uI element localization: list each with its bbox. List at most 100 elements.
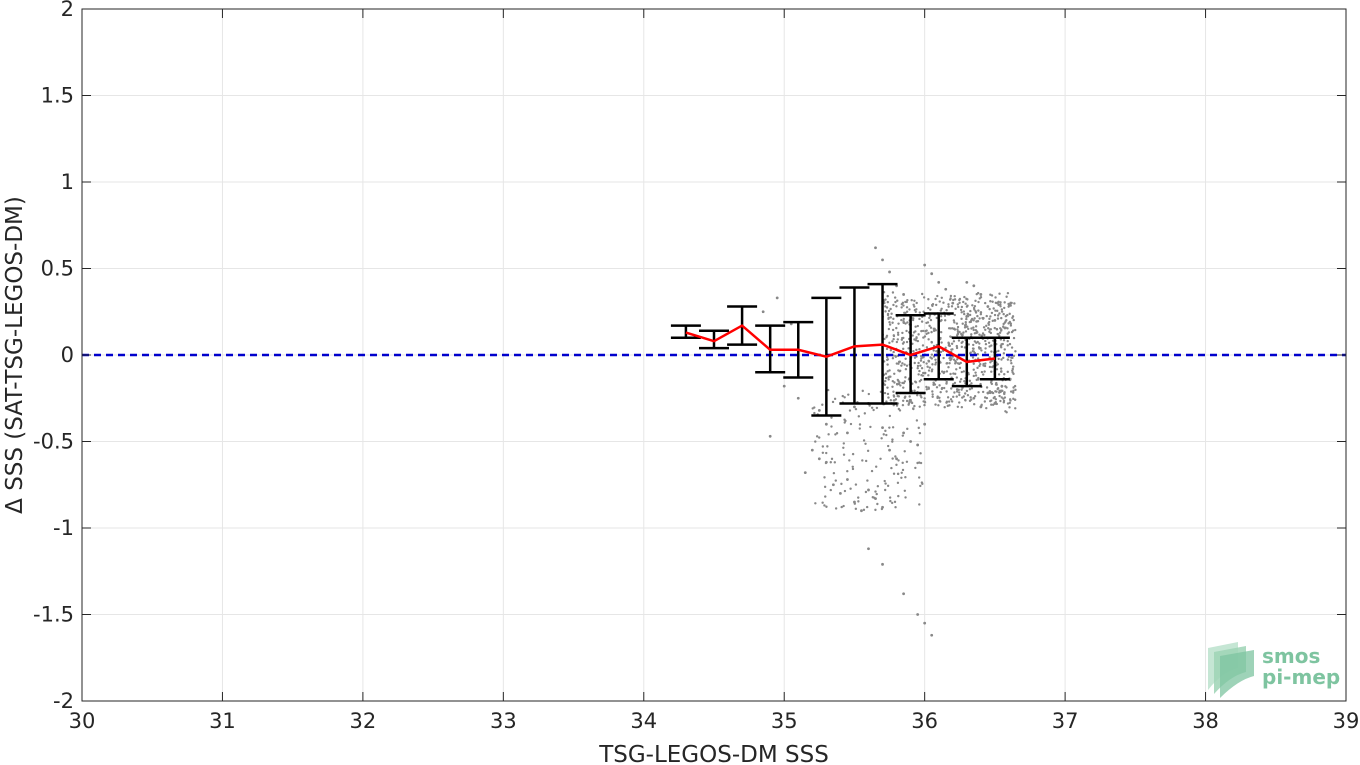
- scatter-point: [942, 356, 945, 360]
- scatter-point: [867, 488, 870, 492]
- scatter-point: [960, 317, 963, 321]
- scatter-point: [904, 496, 907, 499]
- scatter-point: [901, 434, 905, 437]
- scatter-point: [863, 412, 867, 415]
- scatter-point: [960, 406, 964, 409]
- scatter-point: [922, 400, 925, 403]
- scatter-point: [1003, 396, 1007, 399]
- scatter-point: [902, 336, 905, 340]
- scatter-point: [890, 312, 893, 315]
- scatter-point: [979, 363, 982, 366]
- scatter-point: [895, 305, 898, 308]
- scatter-point: [880, 507, 884, 511]
- scatter-point: [925, 346, 929, 349]
- scatter-point: [893, 381, 896, 384]
- scatter-point: [966, 394, 970, 397]
- scatter-point: [994, 309, 997, 312]
- scatter-point: [976, 353, 980, 356]
- scatter-point: [936, 396, 939, 400]
- scatter-point: [998, 312, 1001, 315]
- scatter-point: [983, 301, 987, 305]
- scatter-point: [955, 390, 959, 393]
- scatter-point: [977, 391, 980, 394]
- scatter-point: [906, 427, 909, 431]
- scatter-point: [937, 404, 940, 407]
- scatter-point: [857, 415, 861, 418]
- scatter-point: [896, 394, 899, 398]
- scatter-point: [953, 294, 956, 298]
- scatter-point: [918, 405, 921, 408]
- scatter-point: [972, 306, 976, 310]
- scatter-point: [1006, 370, 1009, 374]
- scatter-point: [960, 311, 963, 314]
- scatter-point: [956, 303, 960, 306]
- scatter-point: [861, 389, 864, 393]
- scatter-point: [1009, 390, 1013, 393]
- scatter-point: [1006, 358, 1010, 361]
- scatter-point: [997, 332, 1000, 336]
- scatter-point: [943, 370, 946, 374]
- scatter-point: [972, 403, 976, 406]
- scatter-point: [919, 364, 922, 367]
- scatter-point: [981, 390, 985, 394]
- scatter-point: [818, 436, 821, 439]
- scatter-point: [946, 396, 950, 399]
- scatter-point: [896, 331, 900, 335]
- scatter-point: [896, 299, 899, 302]
- scatter-point: [972, 326, 975, 329]
- scatter-point: [972, 284, 976, 288]
- scatter-point: [883, 383, 887, 386]
- scatter-point: [954, 372, 957, 376]
- scatter-point: [919, 461, 923, 465]
- scatter-point: [918, 348, 921, 351]
- scatter-point: [950, 387, 953, 390]
- scatter-point: [919, 484, 922, 488]
- scatter-point: [995, 402, 999, 406]
- scatter-point: [894, 505, 897, 509]
- scatter-point: [994, 398, 998, 401]
- scatter-point: [926, 321, 930, 324]
- scatter-point: [998, 292, 1001, 295]
- scatter-point: [867, 392, 871, 396]
- scatter-point: [916, 367, 919, 370]
- scatter-point: [1006, 344, 1009, 347]
- scatter-point: [840, 505, 843, 509]
- scatter-point: [911, 318, 915, 322]
- scatter-point: [854, 483, 858, 486]
- scatter-point: [941, 370, 944, 373]
- scatter-point: [823, 476, 826, 479]
- scatter-point: [887, 309, 891, 313]
- scatter-point: [994, 383, 998, 386]
- scatter-point: [922, 371, 925, 375]
- scatter-point: [1003, 301, 1006, 304]
- scatter-point: [892, 350, 895, 354]
- scatter-point: [991, 300, 994, 303]
- scatter-point: [990, 403, 993, 406]
- scatter-point: [885, 306, 889, 309]
- scatter-point: [912, 407, 915, 411]
- scatter-point: [916, 394, 919, 397]
- scatter-point: [842, 442, 846, 445]
- scatter-point: [862, 439, 866, 442]
- scatter-point: [944, 346, 947, 349]
- scatter-point: [1012, 336, 1016, 340]
- scatter-point: [796, 396, 800, 400]
- scatter-point: [1013, 302, 1016, 305]
- scatter-point: [908, 308, 911, 311]
- x-tick-label: 36: [911, 709, 938, 733]
- scatter-point: [811, 407, 814, 410]
- scatter-point: [996, 309, 999, 313]
- scatter-point: [817, 457, 821, 461]
- x-tick-label: 31: [209, 709, 236, 733]
- scatter-point: [920, 357, 923, 360]
- scatter-point: [903, 450, 906, 453]
- scatter-point: [985, 324, 988, 328]
- scatter-point: [998, 331, 1002, 334]
- scatter-point: [1004, 320, 1007, 323]
- scatter-point: [973, 395, 977, 398]
- scatter-point: [903, 396, 907, 399]
- scatter-point: [928, 314, 932, 317]
- scatter-point: [1005, 411, 1008, 414]
- scatter-point: [987, 326, 990, 330]
- scatter-point: [992, 307, 995, 310]
